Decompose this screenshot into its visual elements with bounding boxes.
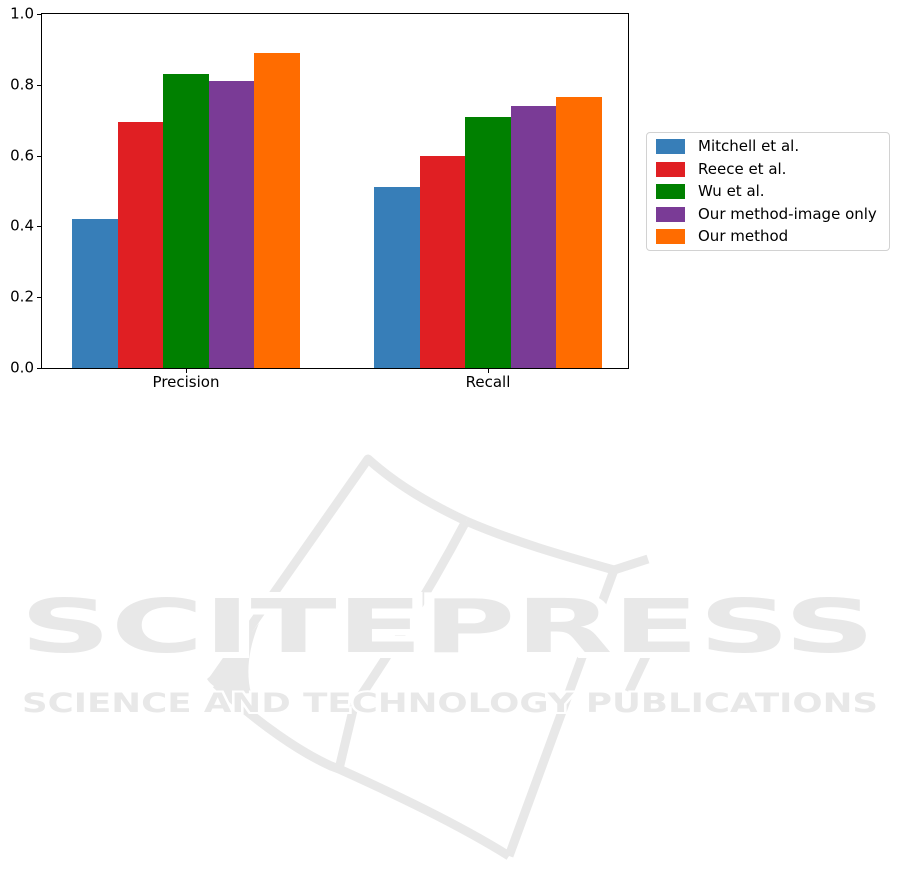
bar-recall-series-2: [465, 116, 511, 368]
y-tick-mark: [37, 155, 41, 157]
logo-slash: [624, 654, 651, 694]
legend-item: Reece et al.: [656, 159, 880, 178]
legend-label: Reece et al.: [698, 159, 787, 178]
bar-recall-series-1: [419, 155, 466, 368]
legend-swatch-icon: [656, 206, 685, 222]
y-tick-label: 0.0: [10, 358, 34, 377]
legend-item: Mitchell et al.: [656, 139, 880, 154]
y-tick-label: 0.2: [10, 287, 34, 306]
book-corner-flap: [612, 554, 650, 575]
legend: Mitchell et al. Reece et al. Wu et al. O…: [646, 132, 890, 251]
y-tick-label: 1.0: [10, 4, 34, 23]
x-tick-label-recall: Recall: [465, 373, 511, 391]
legend-item: Wu et al.: [656, 184, 880, 199]
bar-precision-series-4: [254, 52, 300, 368]
bar-precision-series-0: [72, 219, 118, 368]
y-tick-mark: [37, 84, 41, 86]
y-tick-mark: [37, 226, 41, 228]
bar-precision-series-2: [163, 74, 209, 368]
y-tick-mark: [37, 297, 41, 299]
legend-label: Our method: [698, 227, 789, 245]
legend-swatch-icon: [656, 161, 685, 177]
open-book-logo: [209, 454, 651, 860]
watermark-tagline: SCIENCE AND TECHNOLOGY PUBLICATIONS: [22, 688, 878, 719]
bar-precision-series-1: [117, 121, 164, 368]
legend-swatch-icon: [656, 229, 685, 244]
y-tick-label: 0.4: [10, 216, 34, 235]
watermark-logo-text: SCITEPRESS: [20, 584, 875, 670]
legend-swatch-icon: [656, 139, 685, 154]
book-center-fold: [334, 518, 470, 771]
book-bottom-wave: [212, 680, 512, 860]
y-tick-mark: [37, 14, 41, 15]
book-page-curl: [207, 623, 259, 694]
x-tick-mark-precision: [185, 369, 187, 373]
y-tick-label: 0.8: [10, 75, 34, 94]
bar-precision-series-3: [208, 81, 255, 368]
bar-recall-series-0: [374, 187, 420, 368]
y-tick-label: 0.6: [10, 146, 34, 165]
legend-label: Our method-image only: [698, 204, 877, 223]
bar-recall-series-4: [556, 97, 602, 368]
legend-swatch-icon: [656, 184, 685, 199]
legend-label: Wu et al.: [698, 182, 765, 200]
legend-item: Our method: [656, 229, 880, 244]
book-right-page-edge: [464, 516, 619, 858]
y-tick-mark: [37, 368, 41, 369]
book-left-page-edge: [209, 454, 468, 683]
x-tick-mark-recall: [487, 369, 489, 373]
bar-recall-series-3: [510, 106, 557, 368]
plot-area: [41, 13, 629, 369]
legend-label: Mitchell et al.: [698, 137, 800, 155]
x-tick-label-precision: Precision: [152, 373, 220, 391]
legend-item: Our method-image only: [656, 204, 880, 223]
